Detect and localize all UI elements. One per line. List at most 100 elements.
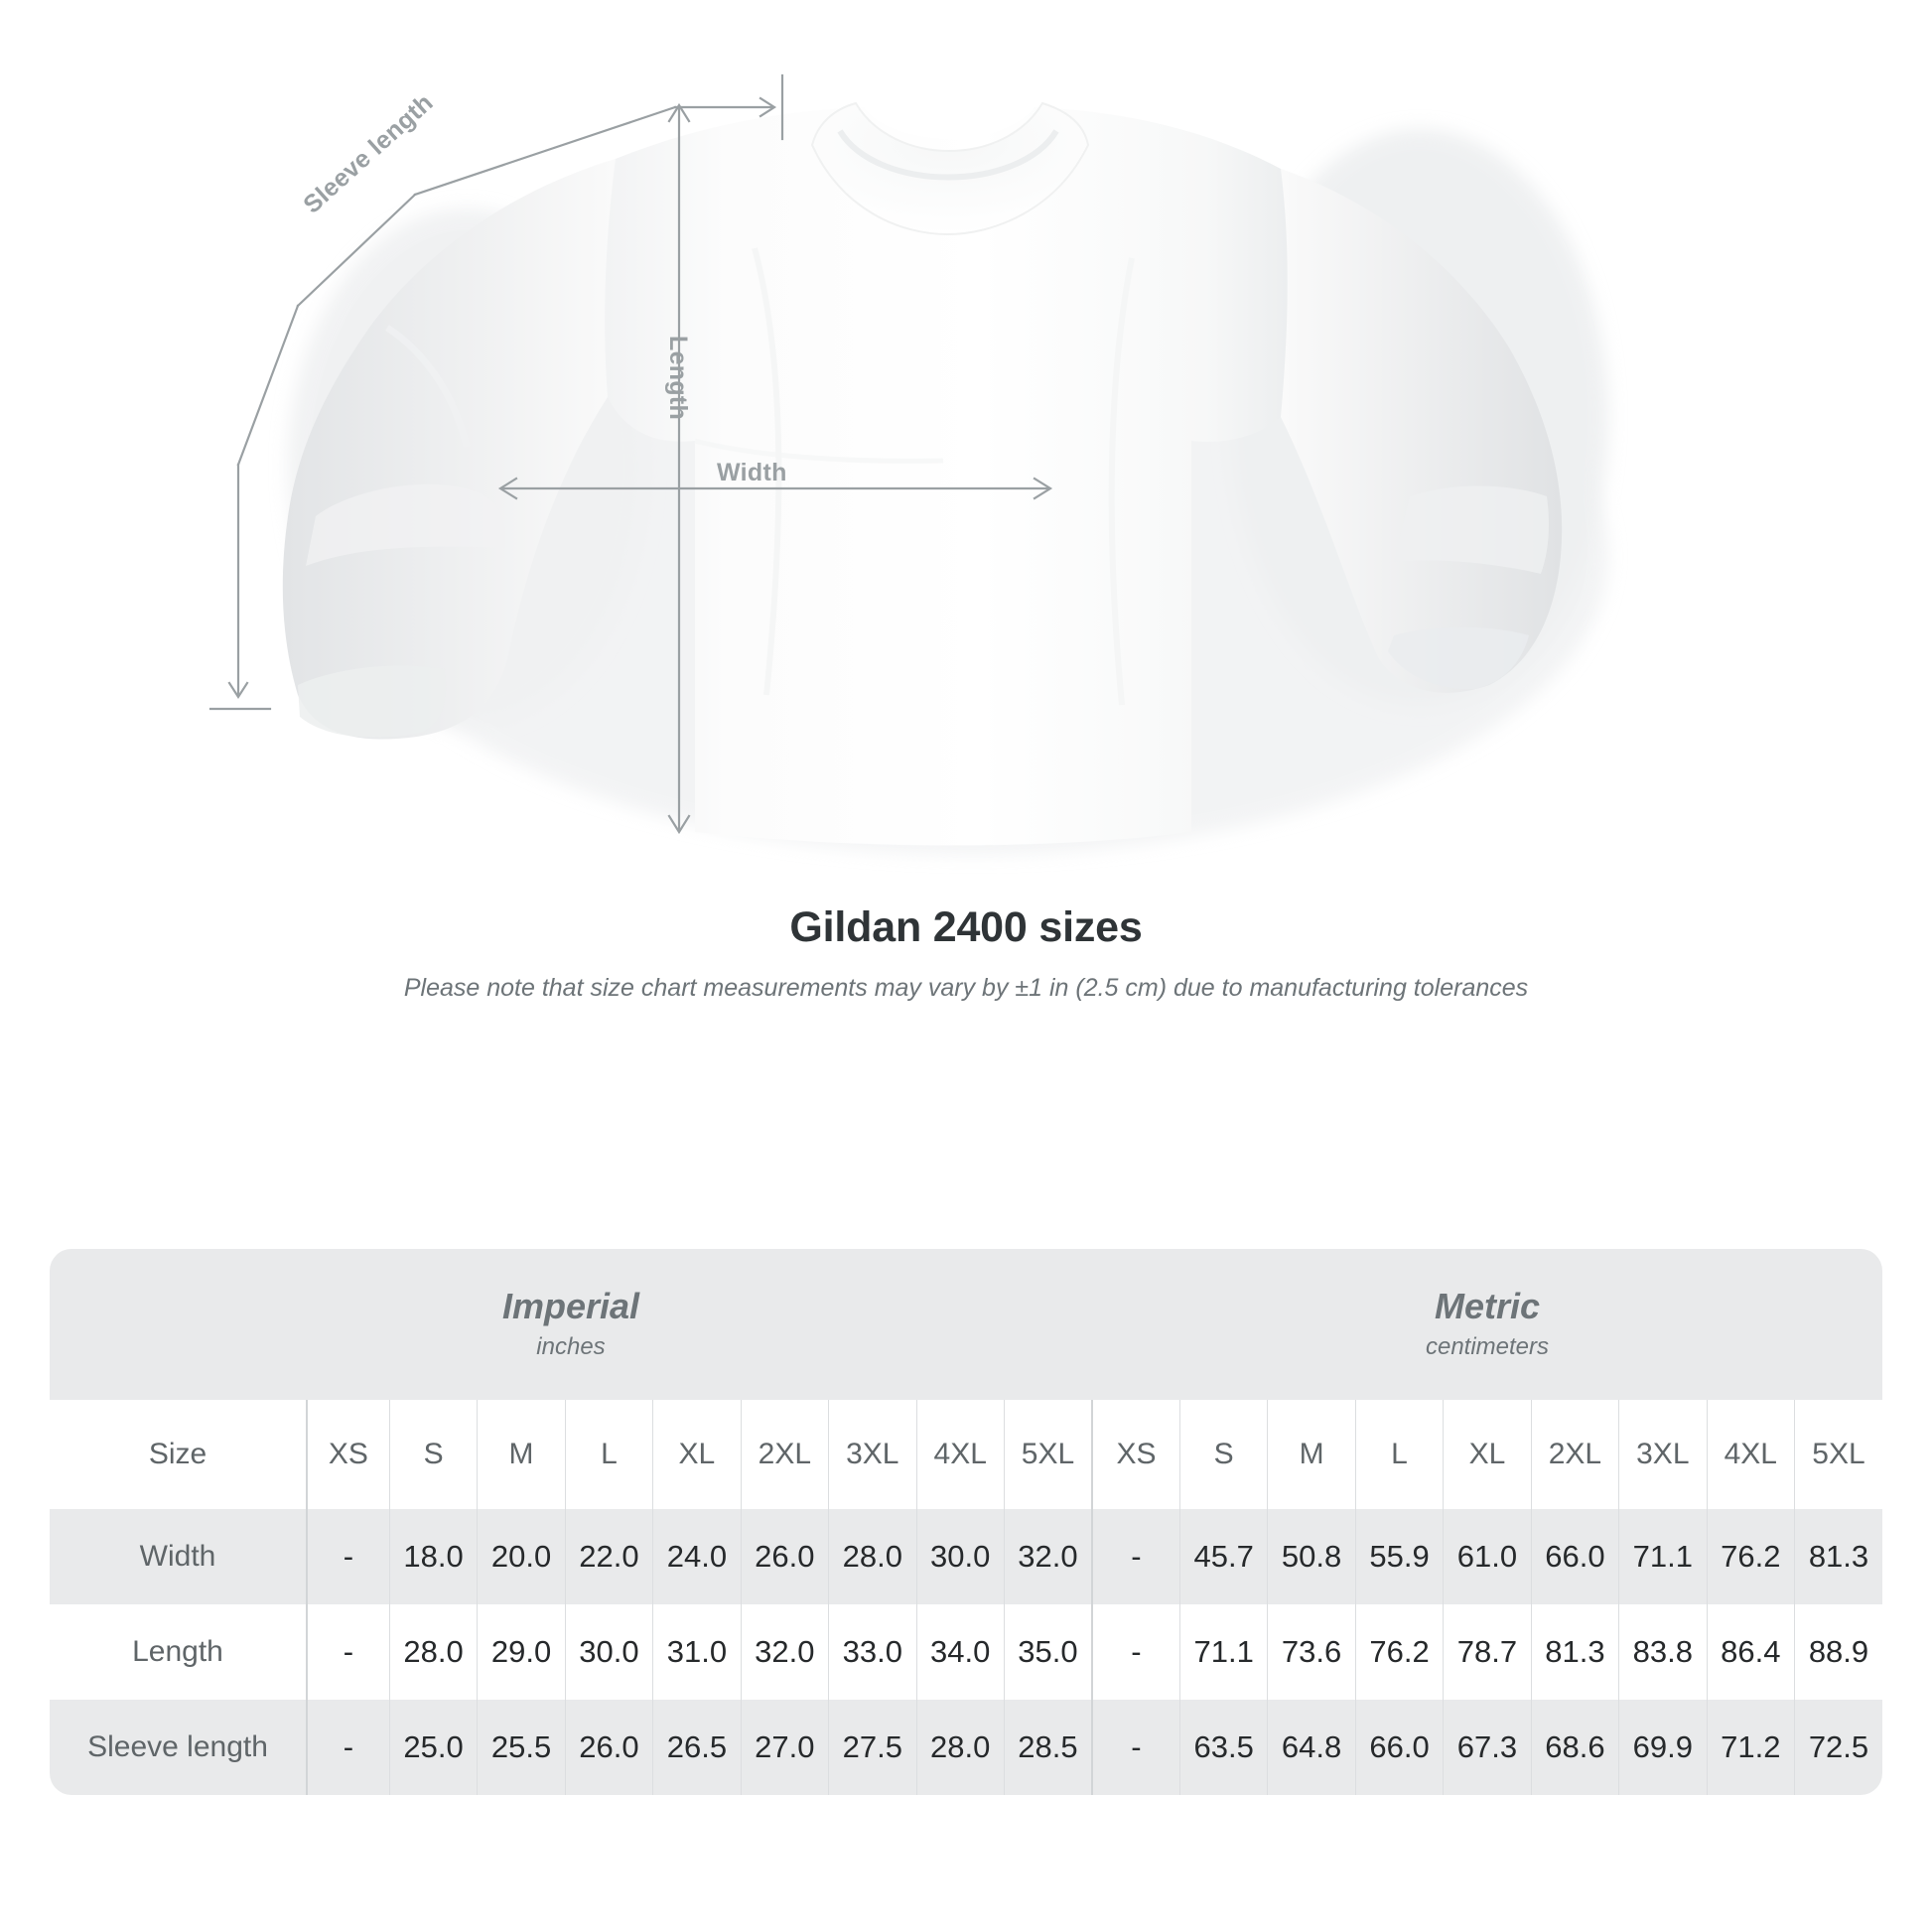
unit-imperial-name: Imperial xyxy=(501,1286,640,1327)
size-header-imperial-2xl: 2XL xyxy=(740,1400,829,1509)
cell-length-imperial-5xl: 35.0 xyxy=(1003,1604,1092,1700)
cell-width-imperial-4xl: 30.0 xyxy=(915,1509,1005,1604)
size-header-metric-xs: XS xyxy=(1090,1400,1180,1509)
cell-width-imperial-xs: - xyxy=(305,1509,390,1604)
cell-sleeve-metric-xl: 67.3 xyxy=(1443,1700,1532,1795)
row-label-sleeve-length: Sleeve length xyxy=(50,1700,307,1795)
cell-sleeve-imperial-s: 25.0 xyxy=(388,1700,478,1795)
cell-width-metric-2xl: 66.0 xyxy=(1530,1509,1619,1604)
size-header-metric-l: L xyxy=(1354,1400,1444,1509)
cell-length-imperial-xs: - xyxy=(305,1604,390,1700)
sleeve-length-dimension xyxy=(208,73,784,711)
length-dimension-label: Length xyxy=(664,336,692,421)
cell-width-imperial-2xl: 26.0 xyxy=(740,1509,829,1604)
size-header-metric-xl: XL xyxy=(1443,1400,1532,1509)
cell-sleeve-imperial-2xl: 27.0 xyxy=(740,1700,829,1795)
cell-length-imperial-m: 29.0 xyxy=(477,1604,566,1700)
row-label-length: Length xyxy=(50,1604,307,1700)
cell-length-metric-l: 76.2 xyxy=(1354,1604,1444,1700)
cell-width-metric-5xl: 81.3 xyxy=(1793,1509,1882,1604)
table-row: Length - 28.0 29.0 30.0 31.0 32.0 33.0 3… xyxy=(50,1604,1882,1700)
size-header-imperial-l: L xyxy=(564,1400,653,1509)
cell-width-metric-xs: - xyxy=(1090,1509,1180,1604)
cell-sleeve-metric-m: 64.8 xyxy=(1267,1700,1356,1795)
cell-length-metric-xs: - xyxy=(1090,1604,1180,1700)
tolerance-note: Please note that size chart measurements… xyxy=(403,974,1529,1002)
unit-imperial-sub: inches xyxy=(536,1332,606,1360)
cell-sleeve-imperial-xl: 26.5 xyxy=(652,1700,742,1795)
collar xyxy=(810,101,1090,236)
cell-width-metric-s: 45.7 xyxy=(1178,1509,1268,1604)
size-header-imperial-s: S xyxy=(388,1400,478,1509)
width-dimension-label: Width xyxy=(717,459,787,486)
left-sleeve xyxy=(282,159,616,740)
cell-width-imperial-xl: 24.0 xyxy=(652,1509,742,1604)
cell-sleeve-metric-s: 63.5 xyxy=(1178,1700,1268,1795)
cell-length-metric-xl: 78.7 xyxy=(1443,1604,1532,1700)
cell-length-metric-2xl: 81.3 xyxy=(1530,1604,1619,1700)
cell-width-imperial-m: 20.0 xyxy=(477,1509,566,1604)
cell-length-imperial-3xl: 33.0 xyxy=(828,1604,916,1700)
cell-length-imperial-2xl: 32.0 xyxy=(740,1604,829,1700)
size-chart-table-container: Imperial inches Metric centimeters Size … xyxy=(50,1249,1882,1795)
size-header-metric-4xl: 4XL xyxy=(1706,1400,1795,1509)
chart-caption: Gildan 2400 sizes Please note that size … xyxy=(0,903,1932,1003)
unit-metric-name: Metric xyxy=(1434,1286,1540,1327)
unit-group-metric: Metric centimeters xyxy=(1091,1249,1882,1400)
garment-diagram: Sleeve length Length Width xyxy=(0,0,1932,894)
cell-sleeve-metric-5xl: 72.5 xyxy=(1793,1700,1882,1795)
size-header-imperial-3xl: 3XL xyxy=(828,1400,916,1509)
size-header-imperial-m: M xyxy=(477,1400,566,1509)
page-title: Gildan 2400 sizes xyxy=(789,903,1143,951)
cell-sleeve-imperial-5xl: 28.5 xyxy=(1003,1700,1092,1795)
row-label-width: Width xyxy=(50,1509,307,1604)
cell-width-metric-3xl: 71.1 xyxy=(1618,1509,1708,1604)
cell-sleeve-metric-4xl: 71.2 xyxy=(1706,1700,1795,1795)
cell-length-metric-5xl: 88.9 xyxy=(1793,1604,1882,1700)
size-header-label: Size xyxy=(50,1400,307,1509)
unit-metric-sub: centimeters xyxy=(1425,1332,1550,1360)
unit-header-row: Imperial inches Metric centimeters xyxy=(50,1249,1882,1400)
cell-sleeve-metric-l: 66.0 xyxy=(1354,1700,1444,1795)
cell-width-imperial-s: 18.0 xyxy=(388,1509,478,1604)
cell-sleeve-metric-xs: - xyxy=(1090,1700,1180,1795)
cell-width-metric-m: 50.8 xyxy=(1267,1509,1356,1604)
cell-length-metric-3xl: 83.8 xyxy=(1618,1604,1708,1700)
cell-width-metric-l: 55.9 xyxy=(1354,1509,1444,1604)
cell-length-imperial-s: 28.0 xyxy=(388,1604,478,1700)
size-header-imperial-5xl: 5XL xyxy=(1003,1400,1092,1509)
cell-length-imperial-l: 30.0 xyxy=(564,1604,653,1700)
cell-width-imperial-l: 22.0 xyxy=(564,1509,653,1604)
cell-sleeve-metric-2xl: 68.6 xyxy=(1530,1700,1619,1795)
cell-sleeve-imperial-l: 26.0 xyxy=(564,1700,653,1795)
size-header-imperial-4xl: 4XL xyxy=(915,1400,1005,1509)
dimension-lines xyxy=(208,73,1053,835)
shirt-illustration xyxy=(208,73,1608,854)
cell-length-imperial-4xl: 34.0 xyxy=(915,1604,1005,1700)
cell-sleeve-imperial-3xl: 27.5 xyxy=(828,1700,916,1795)
size-header-row: Size XS S M L XL 2XL 3XL 4XL 5XL XS S M … xyxy=(50,1400,1882,1509)
cell-sleeve-metric-3xl: 69.9 xyxy=(1618,1700,1708,1795)
size-header-imperial-xs: XS xyxy=(305,1400,390,1509)
size-header-metric-s: S xyxy=(1178,1400,1268,1509)
size-header-metric-5xl: 5XL xyxy=(1793,1400,1882,1509)
cell-length-imperial-xl: 31.0 xyxy=(652,1604,742,1700)
cell-sleeve-imperial-xs: - xyxy=(305,1700,390,1795)
cell-width-metric-4xl: 76.2 xyxy=(1706,1509,1795,1604)
cell-sleeve-imperial-4xl: 28.0 xyxy=(915,1700,1005,1795)
size-header-imperial-xl: XL xyxy=(652,1400,742,1509)
table-row: Sleeve length - 25.0 25.5 26.0 26.5 27.0… xyxy=(50,1700,1882,1795)
cell-width-imperial-3xl: 28.0 xyxy=(828,1509,916,1604)
cell-sleeve-imperial-m: 25.5 xyxy=(477,1700,566,1795)
size-header-metric-3xl: 3XL xyxy=(1618,1400,1708,1509)
unit-group-imperial: Imperial inches xyxy=(50,1249,1092,1400)
cell-width-metric-xl: 61.0 xyxy=(1443,1509,1532,1604)
size-header-metric-m: M xyxy=(1267,1400,1356,1509)
cell-length-metric-4xl: 86.4 xyxy=(1706,1604,1795,1700)
cell-length-metric-s: 71.1 xyxy=(1178,1604,1268,1700)
size-header-metric-2xl: 2XL xyxy=(1530,1400,1619,1509)
shirt-body xyxy=(605,107,1288,846)
cell-length-metric-m: 73.6 xyxy=(1267,1604,1356,1700)
cell-width-imperial-5xl: 32.0 xyxy=(1003,1509,1092,1604)
table-row: Width - 18.0 20.0 22.0 24.0 26.0 28.0 30… xyxy=(50,1509,1882,1604)
